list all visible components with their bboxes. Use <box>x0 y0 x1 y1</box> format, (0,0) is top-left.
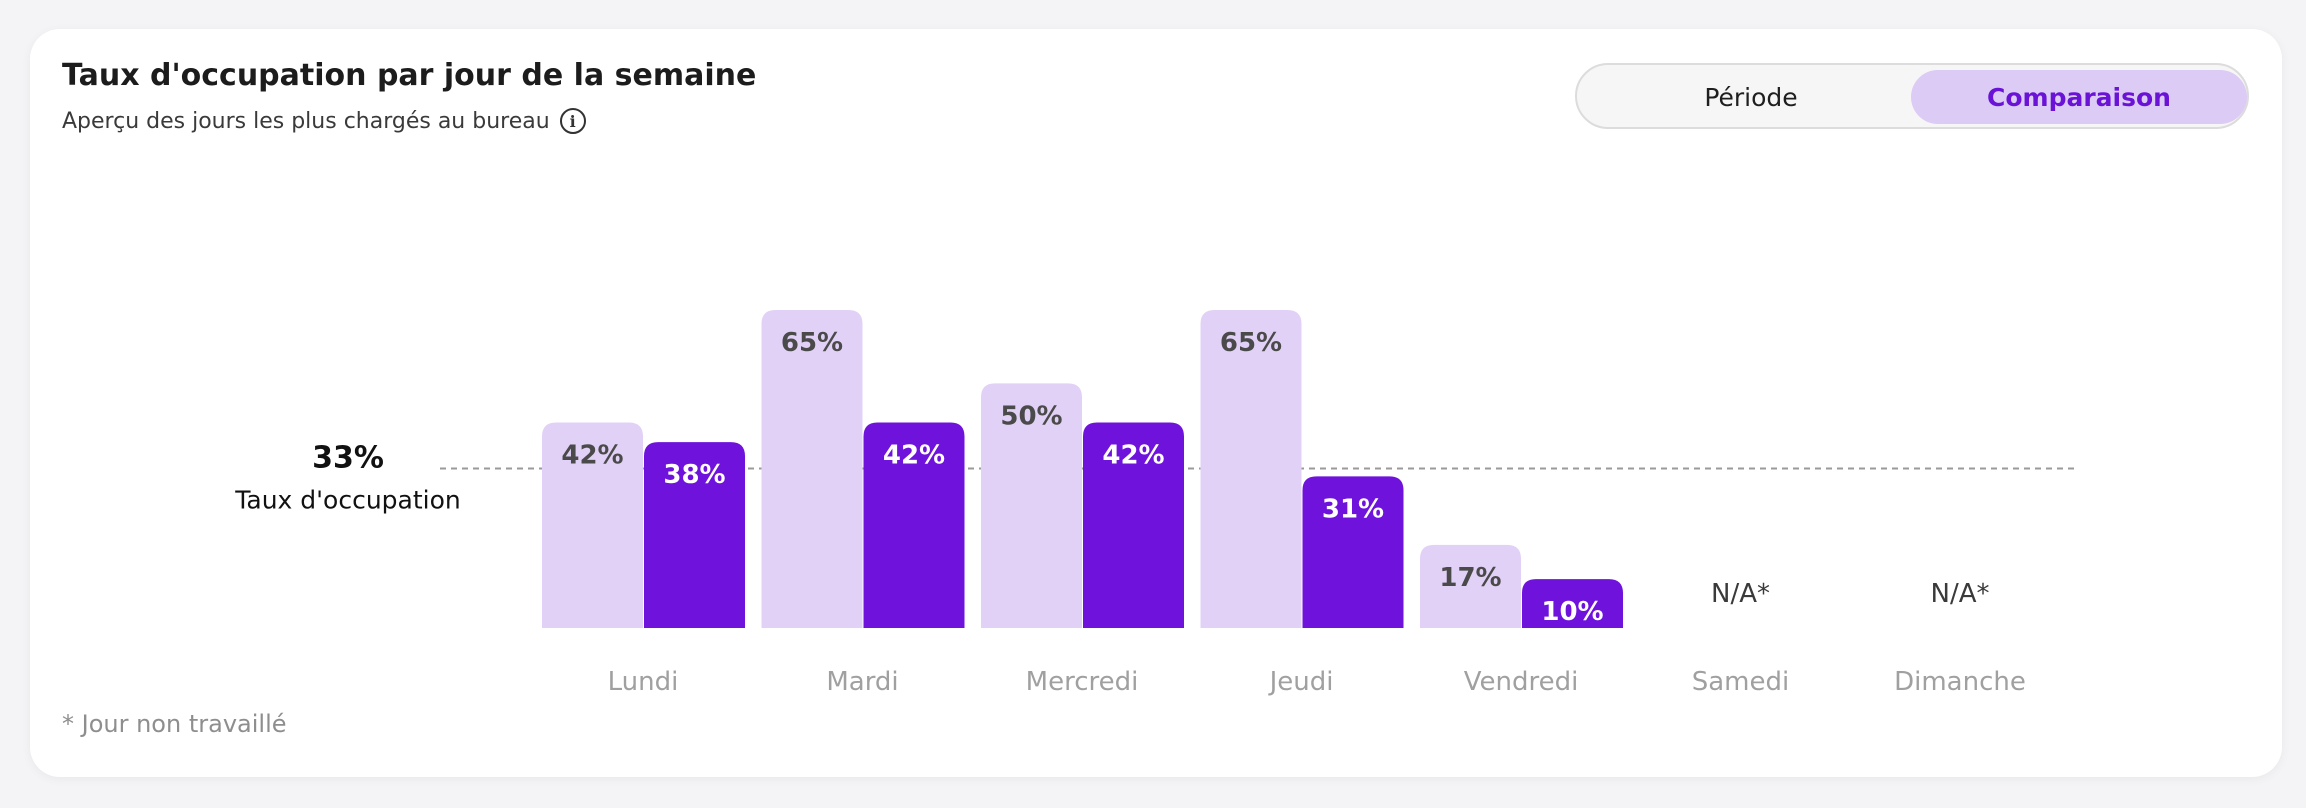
data-label-vendredi-series-2: 10% <box>1541 597 1603 627</box>
reference-value-label: 33% <box>312 441 384 476</box>
x-tick-label-samedi: Samedi <box>1692 667 1790 697</box>
na-label-samedi: N/A* <box>1711 579 1770 609</box>
data-label-jeudi-series-1: 65% <box>1220 328 1282 358</box>
x-tick-label-lundi: Lundi <box>608 667 679 697</box>
toggle-periode-button[interactable]: Période <box>1704 82 1798 112</box>
bar-jeudi-series-1[interactable] <box>1200 310 1302 628</box>
data-label-mardi-series-2: 42% <box>883 441 945 471</box>
bar-vendredi-series-2[interactable] <box>1522 579 1623 628</box>
bar-mardi-series-1[interactable] <box>761 310 863 628</box>
bar-mercredi-series-1[interactable] <box>981 383 1082 628</box>
reference-text-label: Taux d'occupation <box>234 486 461 515</box>
card-subtitle: Aperçu des jours les plus chargés au bur… <box>62 108 586 134</box>
x-tick-label-mercredi: Mercredi <box>1026 667 1139 697</box>
bar-lundi-series-1[interactable] <box>542 422 643 628</box>
info-icon[interactable]: i <box>559 108 586 134</box>
card-title: Taux d'occupation par jour de la semaine <box>62 58 757 93</box>
occupancy-card <box>30 29 2282 777</box>
data-label-lundi-series-2: 38% <box>663 460 725 490</box>
na-label-dimanche: N/A* <box>1931 579 1990 609</box>
x-tick-label-vendredi: Vendredi <box>1464 667 1579 697</box>
x-tick-label-mardi: Mardi <box>826 667 898 697</box>
bar-mardi-series-2[interactable] <box>863 422 965 628</box>
data-label-mercredi-series-1: 50% <box>1000 401 1062 431</box>
view-toggle: Période Comparaison <box>1575 63 2249 129</box>
bar-mercredi-series-2[interactable] <box>1083 422 1184 628</box>
subtitle-text: Aperçu des jours les plus chargés au bur… <box>62 108 550 134</box>
bar-lundi-series-2[interactable] <box>644 442 745 628</box>
bar-vendredi-series-1[interactable] <box>1420 544 1521 628</box>
data-label-mardi-series-1: 65% <box>781 328 843 358</box>
x-tick-label-jeudi: Jeudi <box>1268 667 1334 697</box>
data-label-vendredi-series-1: 17% <box>1439 563 1501 593</box>
footnote: * Jour non travaillé <box>62 710 287 738</box>
x-tick-label-dimanche: Dimanche <box>1894 667 2026 697</box>
data-label-lundi-series-1: 42% <box>561 441 623 471</box>
data-label-mercredi-series-2: 42% <box>1102 441 1164 471</box>
toggle-comparaison-button[interactable]: Comparaison <box>1911 70 2247 124</box>
bar-jeudi-series-2[interactable] <box>1302 476 1404 628</box>
data-label-jeudi-series-2: 31% <box>1322 494 1384 524</box>
